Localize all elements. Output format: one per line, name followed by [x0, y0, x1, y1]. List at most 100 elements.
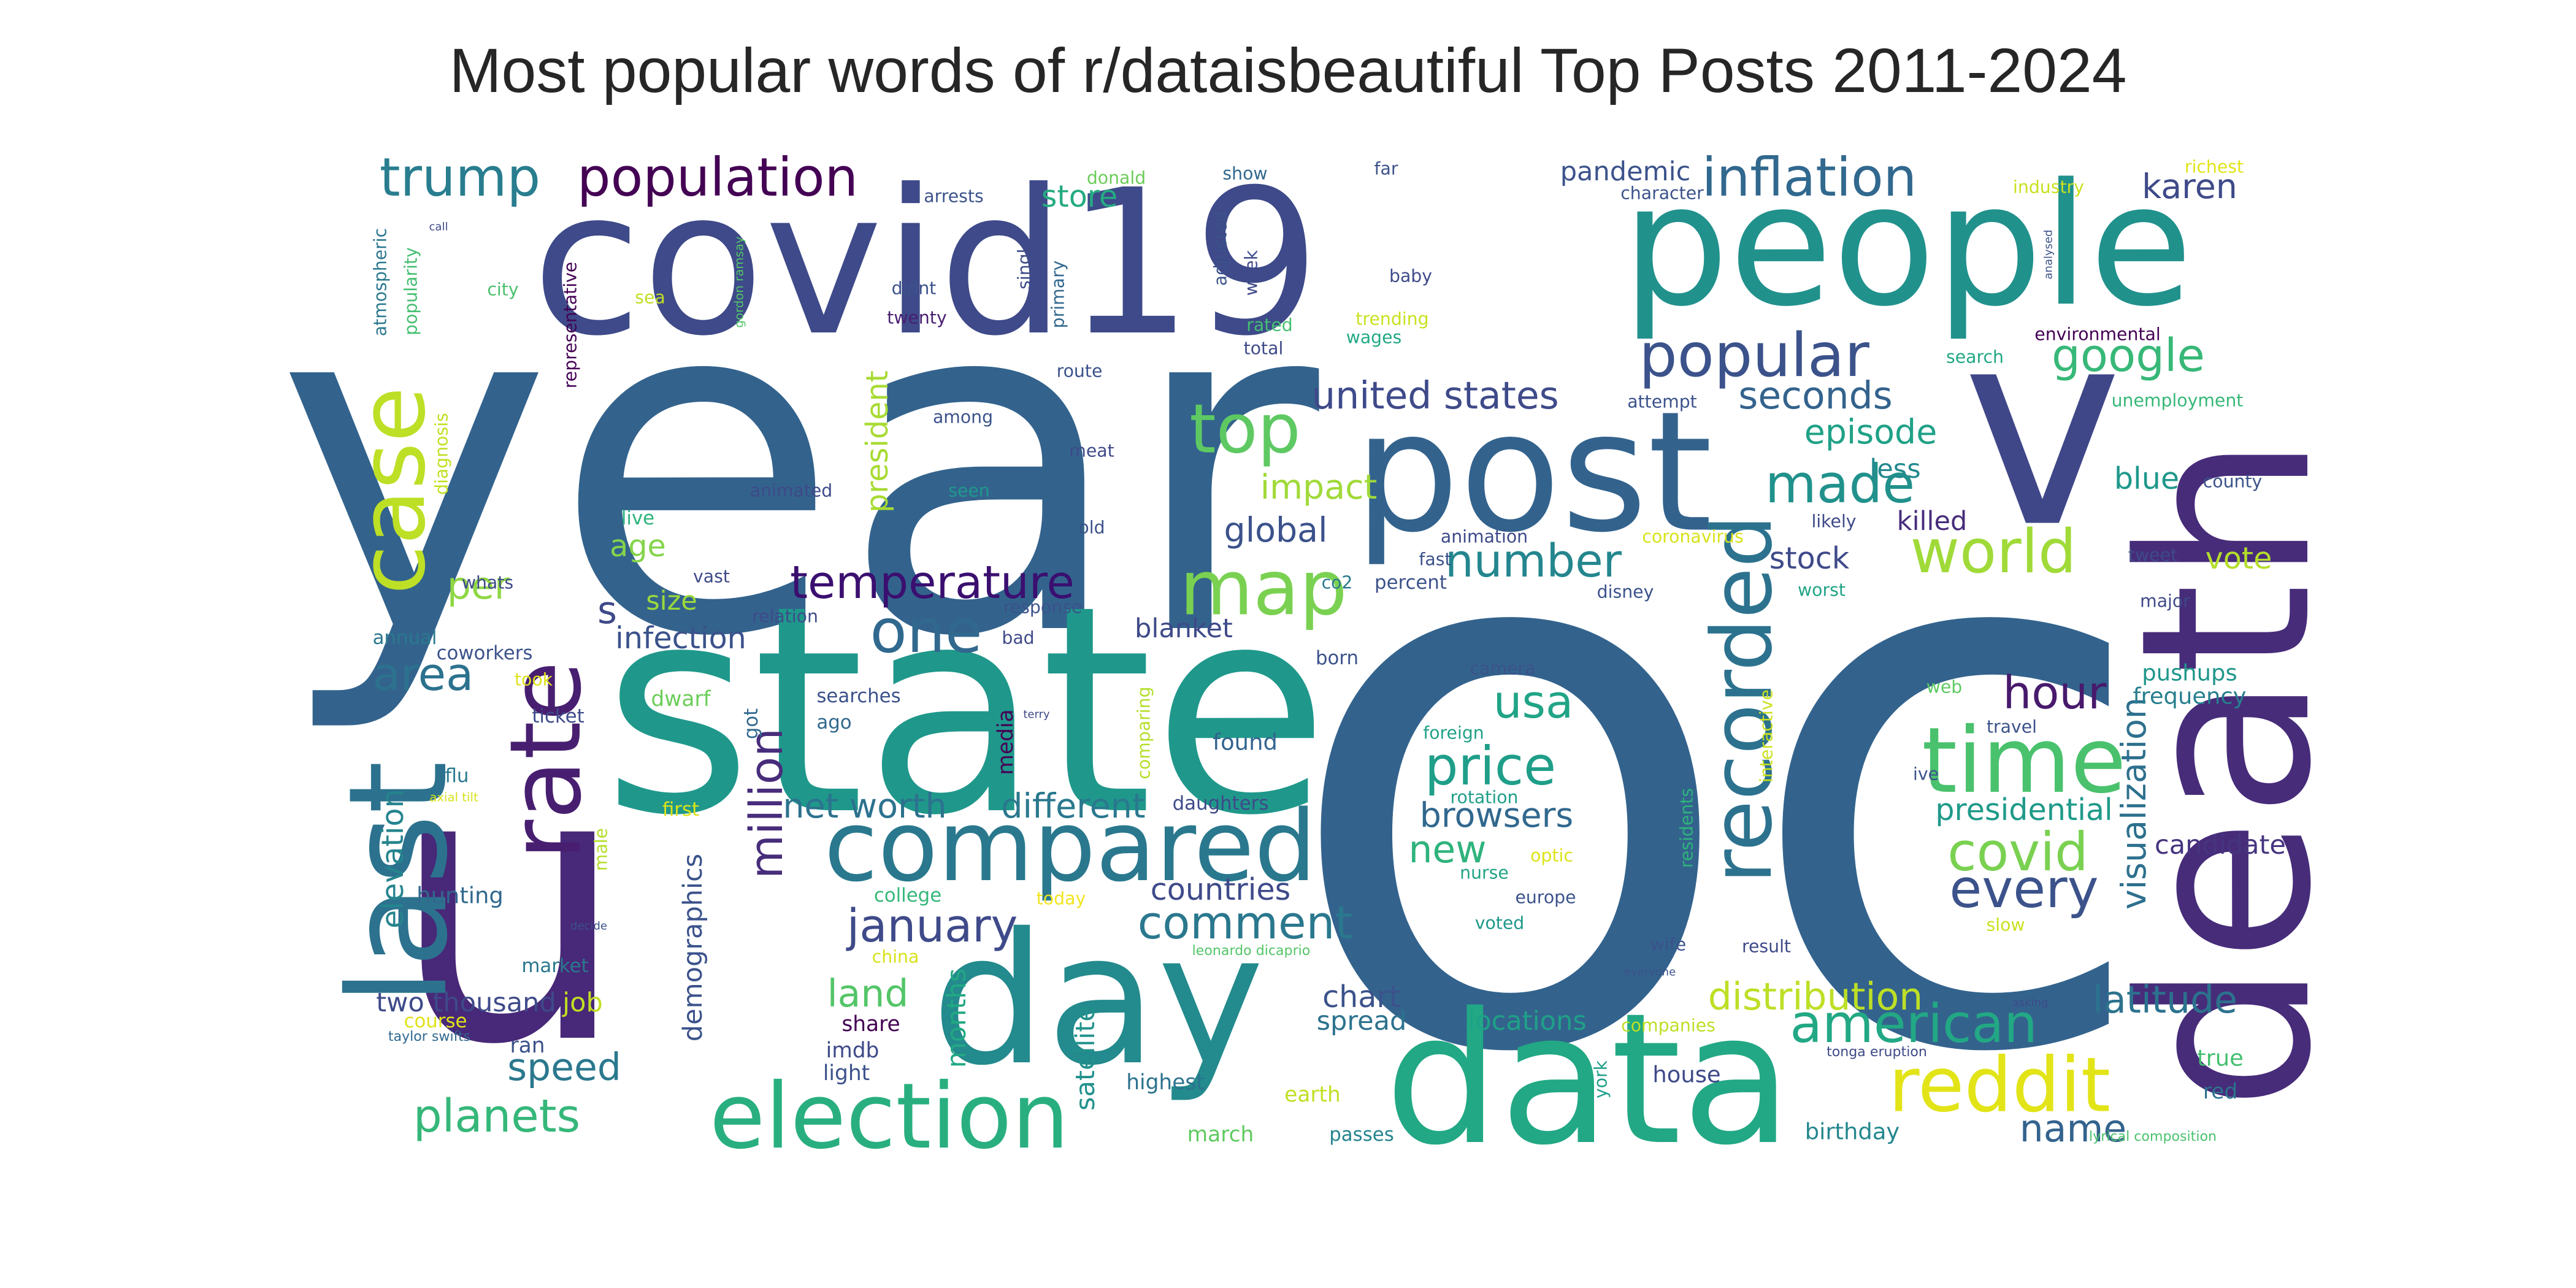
cloud-word-size: size	[646, 586, 697, 616]
cloud-word-president: president	[859, 370, 895, 513]
cloud-word-coronavirus: coronavirus	[1642, 527, 1743, 547]
cloud-word-asking: asking	[2012, 997, 2049, 1010]
cloud-word-u: u	[389, 688, 629, 1127]
cloud-word-vast: vast	[693, 567, 730, 587]
chart-title: Most popular words of r/dataisbeautiful …	[449, 35, 2127, 105]
cloud-word-spread: spread	[1317, 1006, 1407, 1037]
cloud-word-blue: blue	[2114, 461, 2179, 496]
cloud-word-chart: chart	[1322, 979, 1401, 1014]
cloud-word-march: march	[1187, 1122, 1254, 1147]
cloud-word-global: global	[1224, 511, 1328, 550]
cloud-word-covid: covid	[1947, 822, 2088, 883]
cloud-word-show: show	[1222, 164, 1267, 184]
cloud-word-city: city	[487, 280, 518, 300]
cloud-word-bad: bad	[1002, 628, 1034, 648]
cloud-word-europe: europe	[1515, 887, 1576, 908]
cloud-word-oc: oc	[1279, 340, 2156, 1218]
cloud-word-adjusted: adjusted	[1211, 211, 1231, 286]
cloud-word-job: job	[562, 987, 603, 1018]
cloud-word-state: state	[603, 545, 1329, 878]
cloud-word-reddit: reddit	[1888, 1042, 2110, 1130]
cloud-word-comparing: comparing	[1134, 686, 1154, 779]
cloud-word-temperature: temperature	[790, 556, 1075, 609]
cloud-word-interactive: interactive	[1757, 689, 1777, 783]
cloud-word-wife: wife	[1650, 935, 1686, 955]
cloud-word-post: post	[1354, 376, 1712, 569]
cloud-word-per: per	[447, 564, 510, 608]
cloud-word-meat: meat	[1069, 441, 1114, 461]
cloud-word-last: last	[320, 761, 478, 1005]
cloud-word-week: week	[1241, 250, 1262, 296]
cloud-word-light: light	[823, 1061, 870, 1086]
cloud-word-atmospheric: atmospheric	[370, 228, 391, 336]
cloud-word-candidate: candidate	[2155, 830, 2286, 861]
cloud-word-industry: industry	[2013, 177, 2084, 197]
cloud-word-usa: usa	[1493, 676, 1573, 729]
cloud-word-response: response	[1003, 597, 1083, 618]
cloud-word-web: web	[1926, 677, 1963, 697]
cloud-word-found: found	[1213, 729, 1278, 756]
cloud-word-environmental: environmental	[2034, 324, 2160, 345]
cloud-word-true: true	[2197, 1045, 2244, 1071]
cloud-word-live: live	[621, 507, 654, 529]
cloud-word-two-thousand: two thousand	[376, 987, 556, 1018]
cloud-word-episode: episode	[1804, 413, 1938, 452]
cloud-word-ive: ive	[1913, 764, 1939, 784]
cloud-word-china: china	[872, 947, 919, 967]
cloud-word-less: less	[1869, 454, 1920, 485]
cloud-word-residents: residents	[1677, 788, 1697, 868]
cloud-word-s: s	[597, 588, 617, 632]
cloud-word-twenty: twenty	[887, 308, 946, 328]
cloud-word-leonardo-dicaprio: leonardo dicaprio	[1192, 943, 1311, 959]
cloud-word-popularity: popularity	[401, 247, 421, 335]
cloud-word-search: search	[1946, 347, 2004, 367]
cloud-word-made: made	[1765, 454, 1915, 515]
cloud-word-different: different	[1001, 787, 1145, 826]
cloud-word-hunting: hunting	[416, 883, 504, 909]
cloud-word-disney: disney	[1597, 582, 1654, 602]
cloud-word-far: far	[1374, 159, 1398, 179]
cloud-word-took: took	[515, 670, 553, 690]
cloud-word-wages: wages	[1346, 328, 1402, 348]
cloud-word-latitude: latitude	[2093, 978, 2237, 1022]
cloud-word-york: york	[1591, 1060, 1611, 1098]
cloud-word-store: store	[1041, 178, 1117, 214]
cloud-word-seconds: seconds	[1738, 374, 1892, 418]
cloud-word-map: map	[1179, 545, 1347, 633]
cloud-word-million: million	[740, 728, 793, 879]
cloud-word-annual: annual	[373, 627, 437, 649]
cloud-word-representative: representative	[561, 262, 581, 388]
cloud-word-impact: impact	[1260, 468, 1378, 507]
cloud-word-birthday: birthday	[1805, 1119, 1900, 1145]
cloud-word-passes: passes	[1329, 1124, 1394, 1146]
cloud-word-slow: slow	[1986, 915, 2025, 935]
cloud-word-donald: donald	[1087, 168, 1146, 188]
cloud-word-name: name	[2020, 1106, 2126, 1151]
cloud-word-baby: baby	[1389, 266, 1432, 286]
cloud-word-market: market	[521, 955, 588, 977]
cloud-word-ago: ago	[816, 711, 851, 734]
cloud-word-trending: trending	[1355, 309, 1428, 329]
cloud-word-killed: killed	[1897, 506, 1968, 537]
cloud-word-covid19: covid19	[532, 147, 1321, 380]
cloud-word-net-worth: net worth	[783, 787, 946, 826]
cloud-word-companies: companies	[1621, 1016, 1715, 1036]
cloud-word-imdb: imdb	[826, 1038, 880, 1063]
cloud-word-fast: fast	[1419, 550, 1451, 570]
cloud-word-first: first	[662, 799, 699, 821]
cloud-word-presidential: presidential	[1935, 792, 2112, 827]
cloud-word-tweet: tweet	[2128, 545, 2177, 565]
cloud-word-animated: animated	[750, 481, 833, 501]
cloud-word-old: old	[1078, 518, 1105, 538]
cloud-word-top: top	[1189, 390, 1300, 469]
cloud-word-college: college	[874, 884, 941, 907]
cloud-word-stock: stock	[1769, 540, 1850, 576]
cloud-word-speed: speed	[507, 1045, 621, 1089]
cloud-word-elevation: elevation	[375, 789, 410, 929]
cloud-word-world: world	[1911, 517, 2077, 587]
cloud-word-major: major	[2140, 591, 2190, 611]
cloud-word-primary: primary	[1048, 261, 1068, 329]
cloud-word-one: one	[870, 597, 982, 667]
cloud-word-unemployment: unemployment	[2112, 391, 2244, 411]
